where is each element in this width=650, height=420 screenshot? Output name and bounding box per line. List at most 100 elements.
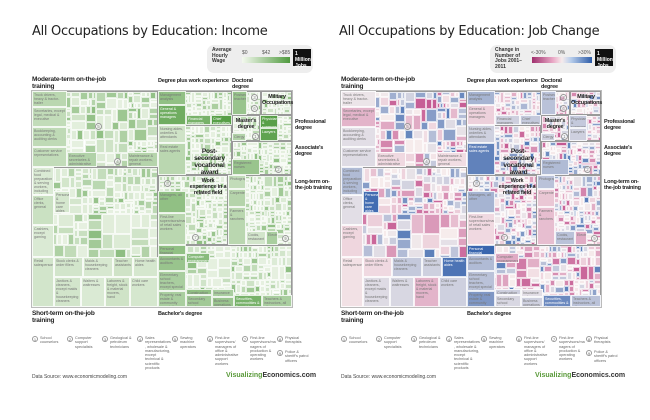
occupation-cell[interactable]: Cashiers, except gaming: [341, 225, 363, 257]
occupation-cell[interactable]: Maids & housekeeping cleaners: [392, 257, 422, 277]
occupation-cell[interactable]: Managers, all other: [158, 191, 186, 213]
occupation-cell[interactable]: Elementary school teachers, except speci…: [467, 271, 495, 291]
occupation-cell[interactable]: Lawyers: [569, 128, 587, 141]
occupation-cell[interactable]: Combined food preparation & serving work…: [341, 167, 363, 195]
occupation-cell[interactable]: Clergy: [541, 133, 555, 141]
occupation-cell[interactable]: General & operations managers: [467, 105, 495, 125]
occupation-cell[interactable]: Elementary school teachers, except speci…: [158, 271, 186, 291]
occupation-cell[interactable]: Personal financial advisors: [467, 245, 495, 255]
occupation-cell[interactable]: Executive secretaries & administrative a…: [67, 152, 97, 167]
occupation-cell[interactable]: Customer service representatives: [32, 147, 67, 167]
occupation-cell[interactable]: Secondary school teachers, except specia…: [495, 295, 521, 307]
occupation-cell[interactable]: Personal & home care aides: [54, 191, 70, 213]
occupation-cell[interactable]: Janitors & cleaners, except maids & hous…: [54, 277, 81, 307]
occupation-cell[interactable]: Photographers: [537, 175, 555, 189]
occupation-cell[interactable]: Laborers & freight, stock & material mov…: [105, 277, 130, 307]
occupation-cell[interactable]: Stock clerks & order fillers: [54, 257, 83, 277]
occupation-cell[interactable]: Child care workers: [439, 277, 467, 307]
occupation-cell[interactable]: Financial managers: [495, 115, 520, 125]
occupation-cell[interactable]: Farmers & ranchers: [537, 207, 555, 245]
occupation-cell[interactable]: Janitors & cleaners, except maids & hous…: [363, 277, 390, 307]
occupation-cell[interactable]: Chief executives: [211, 115, 232, 125]
occupation-cell[interactable]: Stock clerks & order fillers: [363, 257, 392, 277]
occupation-cell[interactable]: Teachers & instructors, all other: [262, 295, 292, 307]
occupation-cell[interactable]: Real estate sales agents: [158, 143, 186, 175]
occupation-cell[interactable]: Insurance sales agents: [212, 289, 234, 297]
occupation-cell[interactable]: First-line supervisors/managers of retai…: [158, 213, 186, 245]
occupation-cell[interactable]: Insurance sales agents: [521, 289, 543, 297]
occupation-cell[interactable]: Waiters & waitresses: [390, 277, 414, 307]
occupation-cell[interactable]: Teacher assistants: [113, 257, 133, 277]
occupation-cell[interactable]: Personal financial advisors: [158, 245, 186, 255]
treemap-cell: [132, 140, 137, 150]
occupation-cell[interactable]: Securities, commodities & financial serv…: [234, 295, 262, 307]
occupation-cell[interactable]: Physicians & surgeons: [260, 115, 278, 128]
occupation-cell[interactable]: Laborers & freight, stock & material mov…: [414, 277, 439, 307]
occupation-cell[interactable]: Lawyers: [260, 128, 278, 141]
occupation-cell[interactable]: Home health aides: [133, 257, 158, 277]
occupation-cell[interactable]: Cashiers, except gaming: [32, 225, 54, 257]
occupation-cell[interactable]: Management analysts: [158, 91, 186, 105]
occupation-cell[interactable]: Combined food preparation & serving work…: [32, 167, 54, 195]
occupation-cell[interactable]: Bookkeeping, accounting & auditing clerk…: [32, 127, 67, 147]
occupation-cell[interactable]: Physicians & surgeons: [569, 115, 587, 128]
occupation-cell[interactable]: Photographers: [228, 175, 246, 189]
occupation-cell[interactable]: Teacher assistants: [422, 257, 442, 277]
occupation-cell[interactable]: Maintenance & repair workers, general: [436, 152, 467, 167]
occupation-cell[interactable]: Cooks, restaurant: [555, 231, 575, 245]
occupation-cell[interactable]: Personal & home care aides: [363, 191, 379, 213]
occupation-cell[interactable]: Retail salespersons: [32, 257, 54, 307]
occupation-cell[interactable]: Nursing aides, orderlies & attendants: [158, 125, 186, 143]
occupation-cell[interactable]: Electricians: [266, 231, 278, 245]
occupation-cell[interactable]: Accountants & auditors: [158, 255, 186, 271]
occupation-cell[interactable]: Secondary school teachers, except specia…: [186, 295, 212, 307]
occupation-cell[interactable]: Accountants & auditors: [467, 255, 495, 271]
occupation-cell[interactable]: Real estate sales agents: [467, 143, 495, 175]
occupation-cell[interactable]: Waiters & waitresses: [81, 277, 105, 307]
occupation-cell[interactable]: Retail salespersons: [341, 257, 363, 307]
occupation-cell[interactable]: Cooks, restaurant: [246, 231, 266, 245]
occupation-cell[interactable]: Registered nurses: [541, 159, 569, 175]
occupation-cell[interactable]: Carpenters: [537, 189, 555, 207]
treemap-cell: [215, 140, 222, 146]
occupation-cell[interactable]: Truck drivers, heavy & tractor-trailer: [341, 91, 376, 107]
occupation-cell[interactable]: Carpenters: [228, 189, 246, 207]
occupation-cell[interactable]: Securities, commodities & financial serv…: [543, 295, 571, 307]
occupation-cell[interactable]: Computer programmers: [495, 253, 519, 263]
occupation-cell[interactable]: Business operations specialists, all oth…: [521, 297, 543, 307]
occupation-cell[interactable]: Management analysts: [467, 91, 495, 105]
occupation-cell[interactable]: General & operations managers: [158, 105, 186, 125]
occupation-cell[interactable]: Managers, all other: [467, 191, 495, 213]
occupation-cell[interactable]: Teachers & instructors, all other: [571, 295, 601, 307]
occupation-cell[interactable]: Chief executives: [520, 115, 541, 125]
treemap-cell: [376, 168, 384, 178]
occupation-cell[interactable]: Registered nurses: [232, 159, 260, 175]
occupation-cell[interactable]: Home health aides: [442, 257, 467, 277]
occupation-cell[interactable]: Financial managers: [186, 115, 211, 125]
occupation-cell[interactable]: Property, real estate & community associ…: [467, 291, 495, 307]
occupation-cell[interactable]: Executive secretaries & administrative a…: [376, 152, 406, 167]
occupation-cell[interactable]: Farmers & ranchers: [228, 207, 246, 245]
occupation-cell[interactable]: Postsecondary teachers: [541, 91, 556, 115]
occupation-cell[interactable]: First-line supervisors/managers of retai…: [467, 213, 495, 245]
occupation-cell[interactable]: Postsecondary teachers: [232, 91, 247, 115]
treemap-cell: [253, 176, 257, 183]
occupation-cell[interactable]: Business operations specialists, all oth…: [212, 297, 234, 307]
occupation-cell[interactable]: Clergy: [232, 133, 246, 141]
occupation-cell[interactable]: Electricians: [575, 231, 587, 245]
occupation-cell[interactable]: Secretaries, except legal, medical & exe…: [341, 107, 376, 127]
occupation-cell[interactable]: Computer programmers: [186, 253, 210, 263]
occupation-cell[interactable]: Office clerks, general: [341, 195, 363, 225]
occupation-cell[interactable]: Customer service representatives: [341, 147, 376, 167]
occupation-cell[interactable]: Secretaries, except legal, medical & exe…: [32, 107, 67, 127]
occupation-cell[interactable]: Office clerks, general: [32, 195, 54, 225]
occupation-cell[interactable]: Truck drivers, heavy & tractor-trailer: [32, 91, 67, 107]
occupation-cell[interactable]: Property, real estate & community associ…: [158, 291, 186, 307]
treemap-cell: [579, 186, 587, 197]
occupation-cell[interactable]: Maintenance & repair workers, general: [127, 152, 158, 167]
occupation-cell[interactable]: Maids & housekeeping cleaners: [83, 257, 113, 277]
occupation-cell[interactable]: Nursing aides, orderlies & attendants: [467, 125, 495, 143]
occupation-cell[interactable]: Bookkeeping, accounting & auditing clerk…: [341, 127, 376, 147]
treemap-cell: [435, 176, 443, 186]
occupation-cell[interactable]: Child care workers: [130, 277, 158, 307]
